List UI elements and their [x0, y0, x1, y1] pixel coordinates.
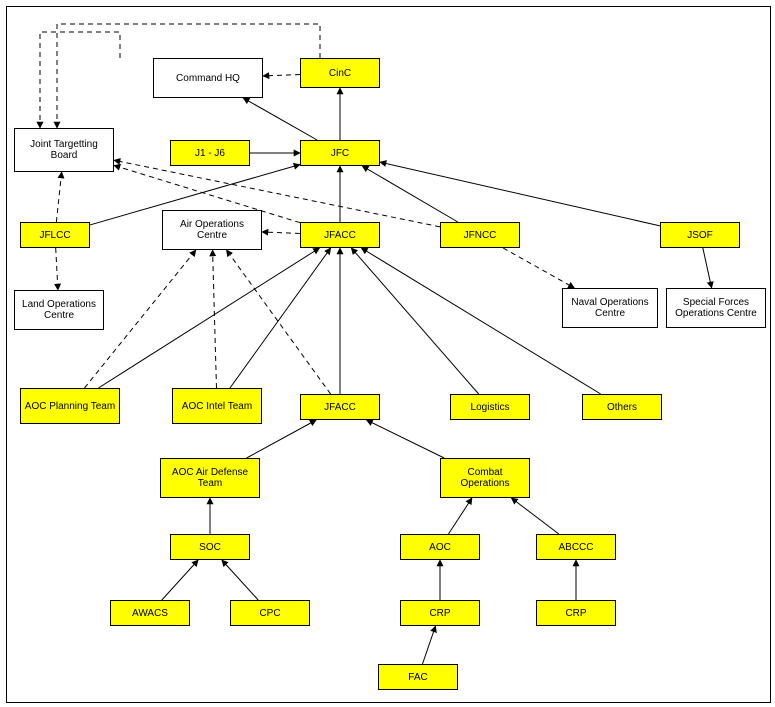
node-aocntr: Air Operations Centre — [162, 210, 262, 250]
node-fac: FAC — [378, 664, 458, 690]
node-j1j6: J1 - J6 — [170, 140, 250, 166]
node-label: CinC — [329, 68, 351, 79]
node-aocplan: AOC Planning Team — [20, 388, 120, 424]
node-label: AOC Planning Team — [25, 401, 115, 412]
node-jfacc2: JFACC — [300, 394, 380, 420]
node-aocintel: AOC Intel Team — [172, 388, 262, 424]
node-loc: Land Operations Centre — [14, 290, 104, 330]
node-label: AOC — [429, 542, 451, 553]
node-label: Combat Operations — [443, 467, 527, 489]
node-label: JFACC — [324, 230, 356, 241]
node-label: SOC — [199, 542, 221, 553]
node-jfc: JFC — [300, 140, 380, 166]
node-jfncc: JFNCC — [440, 222, 520, 248]
node-abccc: ABCCC — [536, 534, 616, 560]
node-cinc: CinC — [300, 58, 380, 88]
node-crp2: CRP — [536, 600, 616, 626]
node-aoc2: AOC — [400, 534, 480, 560]
node-label: J1 - J6 — [195, 148, 225, 159]
node-label: Logistics — [471, 402, 510, 413]
node-label: Joint Targetting Board — [17, 139, 111, 161]
node-label: AWACS — [132, 608, 168, 619]
node-label: Naval Operations Centre — [565, 297, 655, 319]
node-label: Others — [607, 402, 637, 413]
node-combat: Combat Operations — [440, 458, 530, 498]
node-jsof: JSOF — [660, 222, 740, 248]
node-label: CRP — [429, 608, 450, 619]
node-label: Land Operations Centre — [17, 299, 101, 321]
node-jtb: Joint Targetting Board — [14, 128, 114, 172]
node-label: JFNCC — [464, 230, 497, 241]
node-label: AOC Air Defense Team — [163, 467, 257, 489]
node-label: JFLCC — [39, 230, 70, 241]
node-label: FAC — [408, 672, 427, 683]
node-label: Special Forces Operations Centre — [669, 297, 763, 319]
node-noc: Naval Operations Centre — [562, 288, 658, 328]
node-others: Others — [582, 394, 662, 420]
diagram-frame — [6, 6, 771, 703]
node-awacs: AWACS — [110, 600, 190, 626]
node-label: JFACC — [324, 402, 356, 413]
node-label: Command HQ — [176, 73, 240, 84]
node-soc: SOC — [170, 534, 250, 560]
node-label: JSOF — [687, 230, 713, 241]
node-label: AOC Intel Team — [182, 401, 252, 412]
node-crp1: CRP — [400, 600, 480, 626]
node-cmdhq: Command HQ — [153, 58, 263, 98]
node-label: CPC — [259, 608, 280, 619]
node-sfoc: Special Forces Operations Centre — [666, 288, 766, 328]
node-label: CRP — [565, 608, 586, 619]
node-aocad: AOC Air Defense Team — [160, 458, 260, 498]
node-label: JFC — [331, 148, 349, 159]
node-log: Logistics — [450, 394, 530, 420]
node-label: Air Operations Centre — [165, 219, 259, 241]
node-jfacc1: JFACC — [300, 222, 380, 248]
node-cpc: CPC — [230, 600, 310, 626]
node-jflcc: JFLCC — [20, 222, 90, 248]
node-label: ABCCC — [558, 542, 593, 553]
